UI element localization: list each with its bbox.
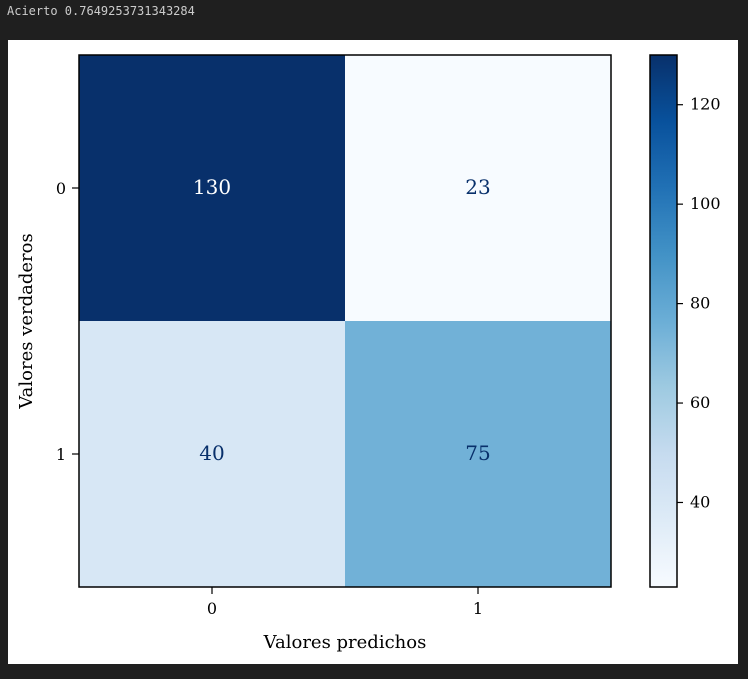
x-tick-label: 0 [207, 599, 217, 618]
cell-value-0-0: 130 [193, 175, 231, 199]
y-axis-label: Valores verdaderos [16, 233, 37, 409]
matrix-cell-1-1 [345, 321, 612, 588]
accuracy-output: Acierto 0.7649253731343284 [7, 4, 195, 18]
cell-value-0-1: 23 [465, 175, 490, 199]
colorbar-tick-label: 40 [690, 492, 710, 511]
x-tick-label: 1 [473, 599, 483, 618]
cell-value-labels: 130 23 40 75 [193, 175, 491, 465]
matrix-cell-0-0 [79, 55, 346, 322]
colorbar-tick-label: 60 [690, 393, 710, 412]
colorbar-ticks: 40 60 80 100 120 [677, 95, 721, 511]
plot-frame [78, 54, 612, 588]
matrix-cell-1-0 [79, 321, 346, 588]
colorbar-tick-label: 100 [690, 194, 721, 213]
y-tick-label: 1 [56, 445, 66, 464]
matrix-cells [79, 55, 612, 588]
colorbar-tick-label: 120 [690, 95, 721, 114]
y-tick-label: 0 [56, 179, 66, 198]
y-axis-ticks: 01 [56, 179, 79, 464]
matrix-cell-0-1 [345, 55, 612, 322]
colorbar [649, 54, 678, 588]
cell-value-1-0: 40 [199, 441, 224, 465]
cell-value-1-1: 75 [465, 441, 490, 465]
colorbar-tick-label: 80 [690, 294, 710, 313]
x-axis-label: Valores predichos [263, 632, 427, 653]
